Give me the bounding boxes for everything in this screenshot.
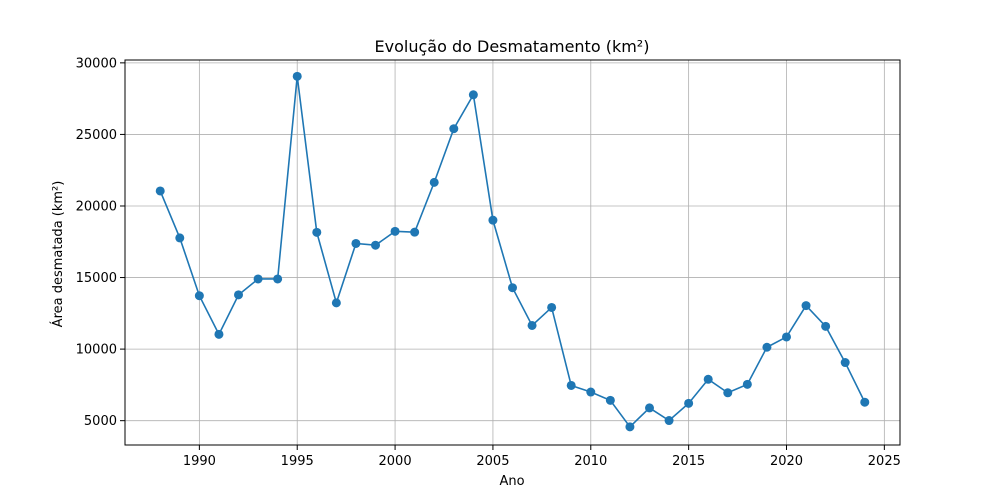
x-tick-label: 2010 xyxy=(574,454,607,469)
data-point xyxy=(821,321,831,331)
data-point xyxy=(292,71,302,81)
x-tick-label: 2020 xyxy=(770,454,803,469)
x-tick-label: 2015 xyxy=(672,454,705,469)
x-tick-label: 1995 xyxy=(281,454,314,469)
data-point xyxy=(155,186,165,196)
x-axis-ticks: 1990 1995 2000 2005 2010 2015 2020 2025 xyxy=(183,445,901,469)
data-point xyxy=(625,422,635,432)
y-tick-label: 15000 xyxy=(76,271,117,286)
data-point xyxy=(762,342,772,352)
data-point xyxy=(781,332,791,342)
data-point xyxy=(214,329,224,339)
data-point xyxy=(860,397,870,407)
data-point xyxy=(566,380,576,390)
data-point xyxy=(273,274,283,284)
data-point xyxy=(331,298,341,308)
data-point xyxy=(234,290,244,300)
axes xyxy=(124,59,901,446)
data-point xyxy=(586,387,596,397)
data-point xyxy=(508,283,517,293)
x-tick-label: 2005 xyxy=(476,454,509,469)
x-tick-label: 1990 xyxy=(183,454,216,469)
data-point xyxy=(664,416,674,426)
data-point xyxy=(410,227,420,237)
data-point xyxy=(468,90,478,100)
data-point xyxy=(605,395,615,405)
data-point xyxy=(253,274,263,284)
data-point xyxy=(703,374,713,384)
data-point xyxy=(527,320,537,330)
data-point xyxy=(644,403,654,413)
y-tick-label: 20000 xyxy=(76,199,117,214)
data-point xyxy=(429,177,439,187)
y-tick-label: 5000 xyxy=(84,414,117,429)
data-point xyxy=(449,124,459,134)
x-axis-label: Ano xyxy=(499,474,524,489)
y-tick-label: 10000 xyxy=(76,343,117,358)
y-axis-ticks: 5000 10000 15000 20000 25000 30000 xyxy=(76,56,125,429)
data-point xyxy=(390,226,400,236)
data-point xyxy=(684,398,694,408)
data-point xyxy=(801,301,811,311)
data-point xyxy=(840,358,850,368)
data-point xyxy=(742,379,752,389)
chart-title: Evolução do Desmatamento (km²) xyxy=(375,37,650,56)
plot-frame xyxy=(124,59,901,446)
data-point xyxy=(547,302,557,312)
data-point xyxy=(723,388,733,398)
series-layer xyxy=(155,71,870,432)
data-point xyxy=(351,238,361,248)
y-axis-label: Área desmatada (km²) xyxy=(50,181,66,328)
y-tick-label: 30000 xyxy=(76,56,117,71)
x-tick-label: 2025 xyxy=(868,454,901,469)
data-point xyxy=(312,227,322,237)
y-tick-label: 25000 xyxy=(76,128,117,143)
data-point xyxy=(371,240,381,250)
data-point xyxy=(488,215,498,225)
x-tick-label: 2000 xyxy=(379,454,412,469)
data-point xyxy=(194,291,204,301)
data-point xyxy=(175,233,185,243)
